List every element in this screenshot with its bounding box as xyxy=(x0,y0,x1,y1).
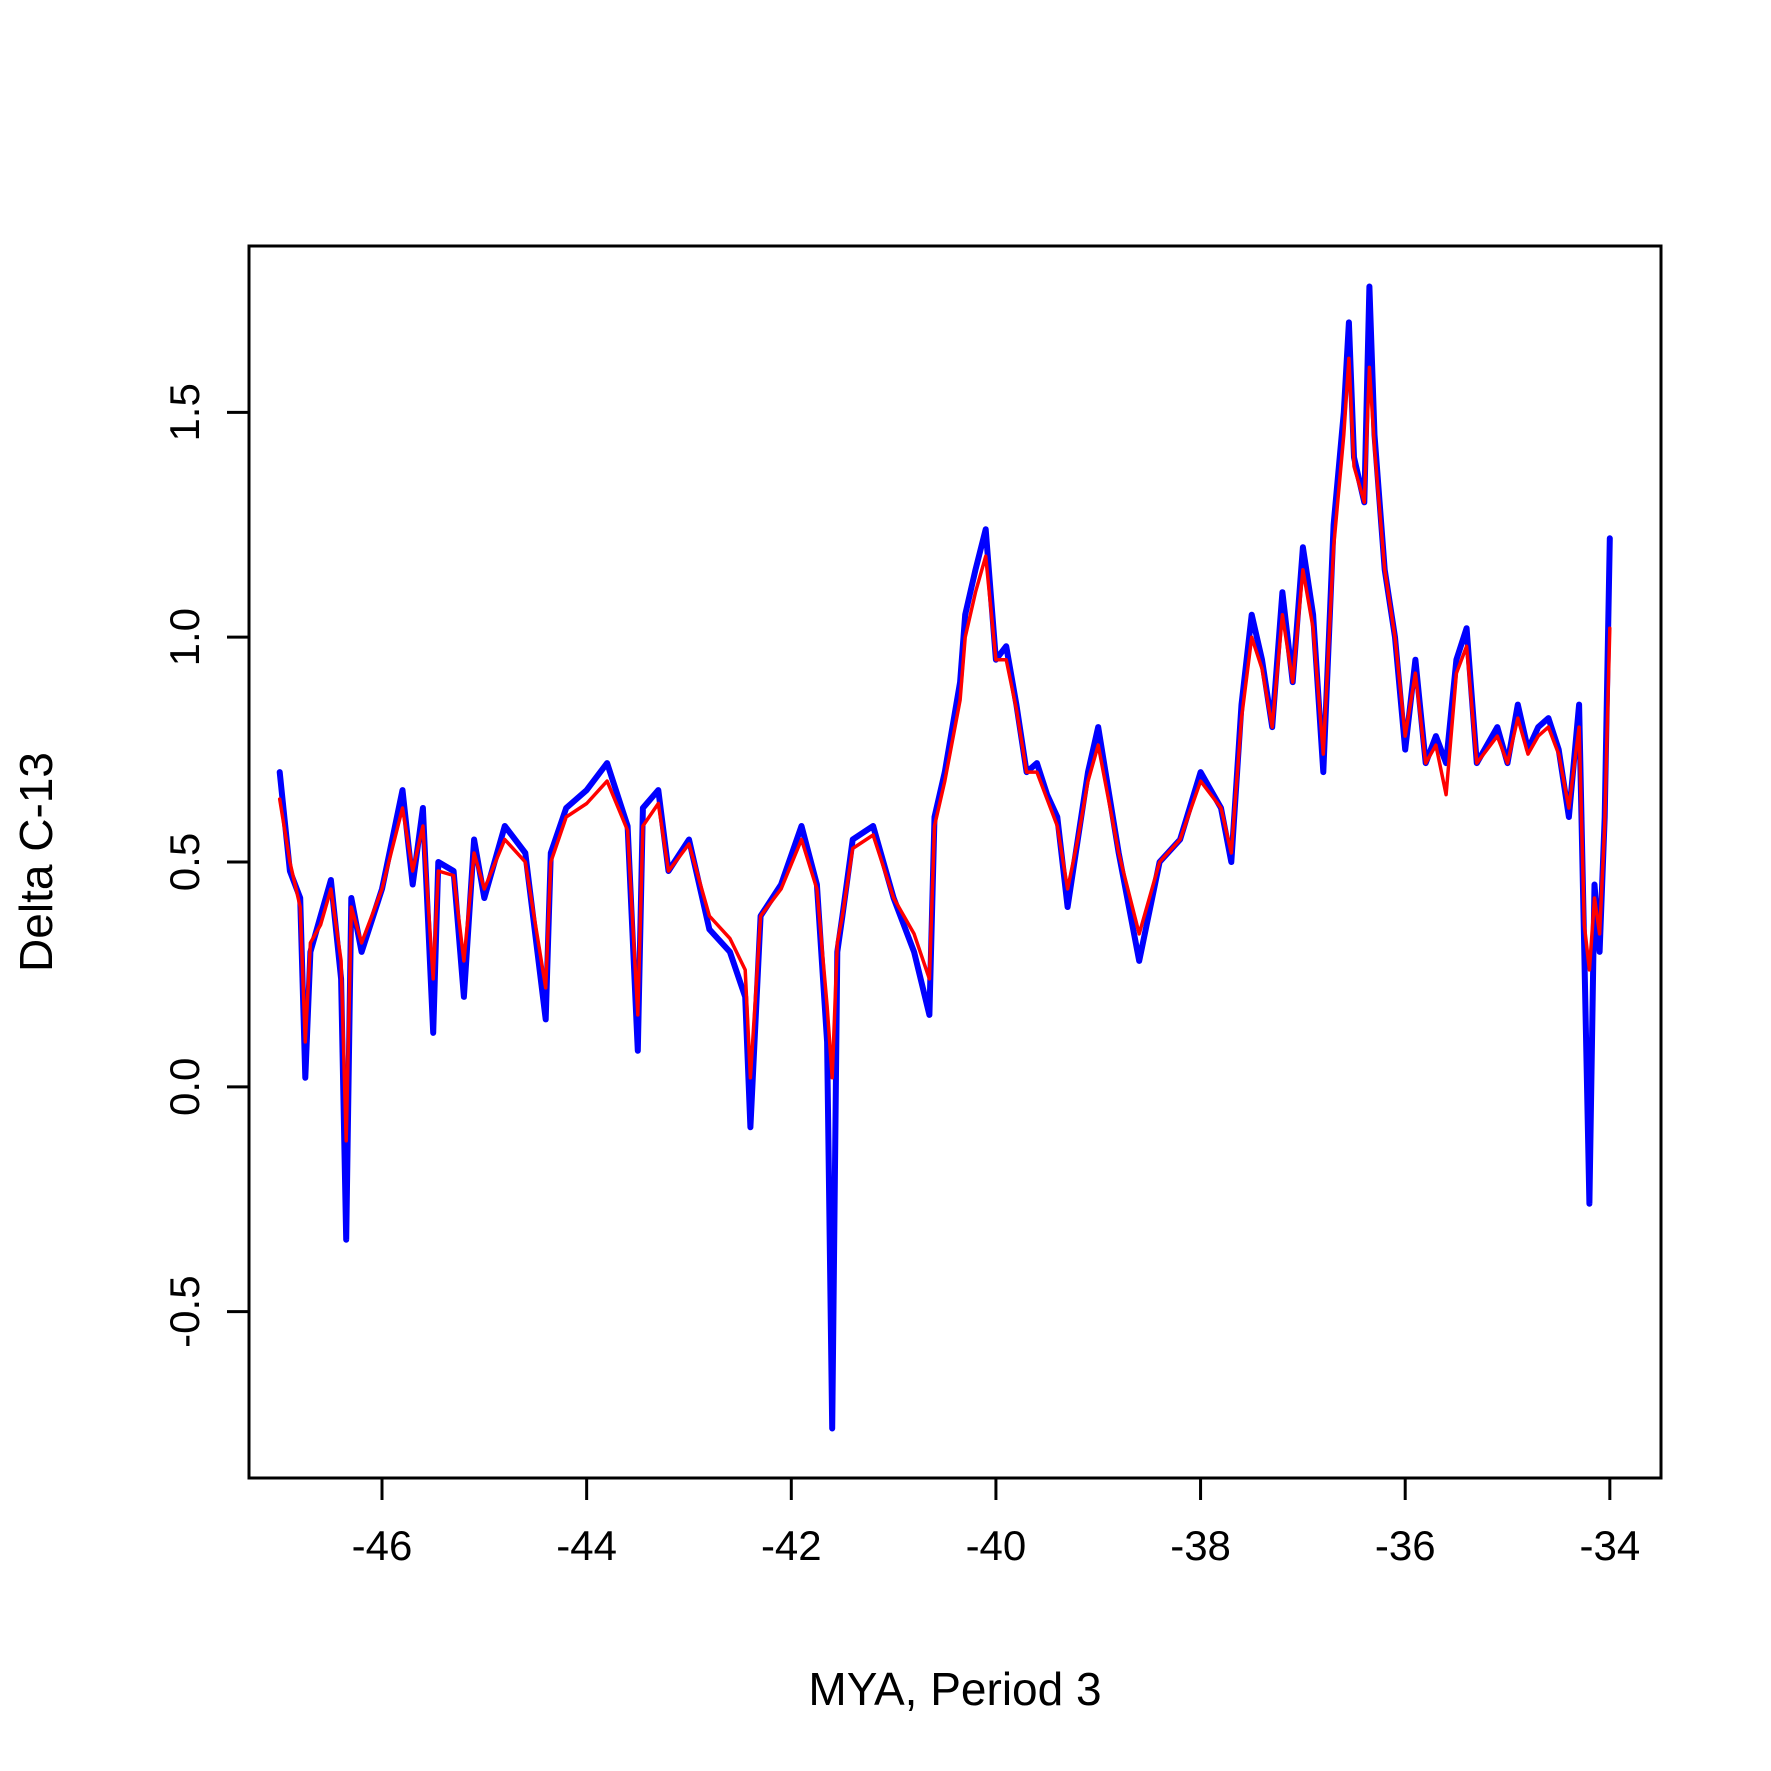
y-axis: -0.5 0.0 0.5 1.0 1.5 xyxy=(161,383,251,1348)
x-tick-label: -34 xyxy=(1579,1522,1640,1569)
plot-frame xyxy=(247,244,1663,1480)
x-tick-label: -44 xyxy=(556,1522,617,1569)
y-tick-label: 0.5 xyxy=(161,833,208,891)
y-tick-label: -0.5 xyxy=(161,1275,208,1347)
x-axis: -46 -44 -42 -40 -38 -36 -34 xyxy=(352,1476,1640,1569)
x-tick-label: -42 xyxy=(761,1522,822,1569)
y-tick-label: 0.0 xyxy=(161,1058,208,1116)
x-axis-title: MYA, Period 3 xyxy=(808,1663,1101,1715)
series-line-2 xyxy=(277,356,1612,1143)
x-tick-label: -46 xyxy=(352,1522,413,1569)
x-tick-label: -36 xyxy=(1375,1522,1436,1569)
series-layer xyxy=(276,283,1613,1432)
y-axis-title: Delta C-13 xyxy=(10,752,62,972)
y-tick-label: 1.5 xyxy=(161,383,208,441)
y-tick-label: 1.0 xyxy=(161,608,208,666)
series-line-1 xyxy=(276,283,1613,1432)
x-tick-label: -38 xyxy=(1170,1522,1231,1569)
x-tick-label: -40 xyxy=(966,1522,1027,1569)
